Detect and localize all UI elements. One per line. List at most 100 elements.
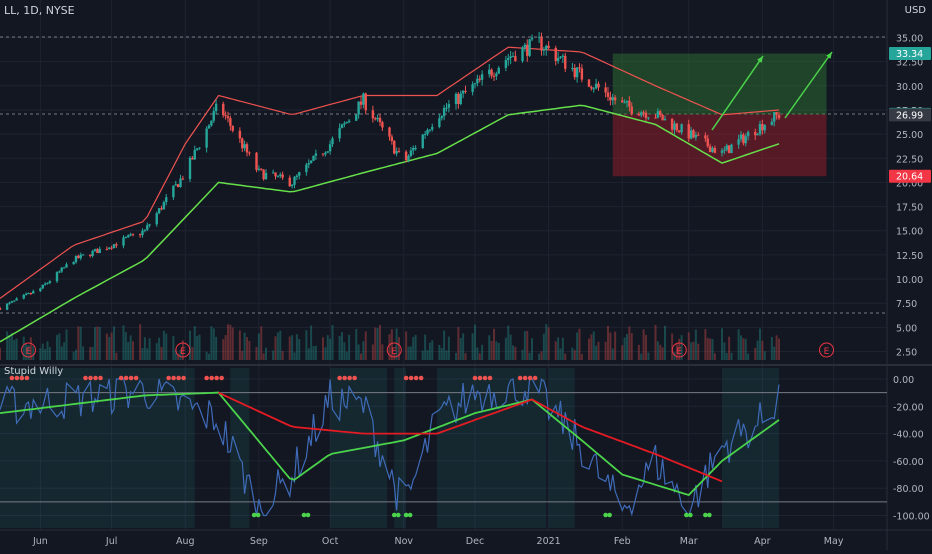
volume-bar <box>440 348 443 360</box>
buy-signal-dot <box>407 512 413 518</box>
candle-body <box>756 133 759 136</box>
volume-bar <box>459 337 462 360</box>
candle-body <box>720 150 724 153</box>
volume-bar <box>298 338 301 360</box>
candle-body <box>621 100 624 103</box>
candle-body <box>713 148 717 153</box>
volume-bar <box>189 330 191 360</box>
candle-body <box>305 164 308 173</box>
candle-body <box>678 130 681 133</box>
volume-bar <box>680 335 683 360</box>
candle-body <box>590 86 593 89</box>
candle-body <box>79 254 82 259</box>
volume-bar <box>395 328 398 360</box>
sell-signal-dot <box>176 375 181 381</box>
earnings-letter: E <box>180 347 186 357</box>
oscillator-blue-line <box>0 378 780 517</box>
volume-bar <box>381 344 384 360</box>
volume-bar <box>407 346 410 360</box>
candle-body <box>245 144 249 153</box>
candle-body <box>647 117 650 119</box>
candle-body <box>530 37 534 40</box>
time-tick-label: Mar <box>680 536 698 547</box>
volume-bar <box>645 334 647 360</box>
volume-bar <box>160 346 163 360</box>
candle-body <box>571 67 574 69</box>
earnings-marker: E <box>386 342 402 358</box>
candle-body <box>143 229 147 231</box>
candle-body <box>307 163 310 165</box>
volume-bar <box>428 342 431 360</box>
volume-bar <box>379 324 381 360</box>
sell-signal-dot <box>83 375 88 381</box>
candle-body <box>497 67 500 74</box>
candle-body <box>673 123 676 130</box>
candle-body <box>108 247 111 250</box>
candle-body <box>559 56 562 58</box>
candle-body <box>293 176 296 185</box>
volume-bar <box>231 327 234 360</box>
candle-body <box>708 146 712 153</box>
candle-body <box>440 116 443 119</box>
buy-signal-dot <box>305 512 311 518</box>
candle-body <box>60 267 63 272</box>
candle-body <box>122 237 125 246</box>
buy-signal-dot <box>403 512 409 518</box>
sell-signal-dot <box>93 375 98 381</box>
candle-body <box>663 118 667 121</box>
volume-bar <box>754 347 757 360</box>
candle-body <box>737 139 740 145</box>
volume-bar <box>212 328 215 360</box>
volume-bar <box>329 338 332 360</box>
candle-body <box>445 107 448 109</box>
volume-bar <box>141 348 144 360</box>
volume-bar <box>409 346 412 360</box>
volume-bar <box>158 337 161 360</box>
candle-body <box>761 123 764 131</box>
candle-body <box>480 74 484 80</box>
volume-bar <box>626 333 628 360</box>
volume-bar <box>607 325 609 360</box>
volume-bar <box>371 344 374 360</box>
candle-body <box>271 172 275 174</box>
candle-body <box>442 107 446 117</box>
candle-body <box>243 144 246 149</box>
volume-bar <box>148 338 151 360</box>
oscillator-shade <box>548 368 575 528</box>
volume-bar <box>355 328 358 360</box>
osc-tick-label: 0.00 <box>893 375 914 386</box>
candle-body <box>545 45 548 50</box>
sell-signal-dot <box>477 375 483 381</box>
volume-bar <box>41 343 44 360</box>
volume-bar <box>312 346 315 360</box>
sell-signal-dot <box>181 375 186 381</box>
candle-body <box>355 114 358 121</box>
volume-bar <box>747 353 750 360</box>
time-tick-label: Oct <box>322 536 339 547</box>
volume-bar <box>604 341 607 360</box>
oscillator-red-line <box>218 391 723 483</box>
volume-bar <box>72 351 75 360</box>
sell-signal-dot <box>214 375 219 381</box>
candle-body <box>110 247 113 249</box>
volume-bar <box>122 325 125 360</box>
volume-bar <box>540 351 543 360</box>
candle-body <box>625 100 629 103</box>
candle-body <box>8 302 11 304</box>
price-tag-bg <box>889 169 931 183</box>
sell-signal-dot <box>219 375 224 381</box>
volume-bar <box>132 341 134 360</box>
volume-bar <box>6 331 9 360</box>
candle-body <box>395 151 398 154</box>
candle-body <box>55 272 59 282</box>
candle-body <box>592 88 595 90</box>
sell-signal-dot <box>9 375 15 381</box>
candle-body <box>623 102 626 104</box>
volume-bar <box>697 343 700 360</box>
candle-body <box>72 262 75 265</box>
volume-bar <box>664 325 666 360</box>
candle-body <box>39 288 42 292</box>
price-tag-bg <box>889 108 931 122</box>
